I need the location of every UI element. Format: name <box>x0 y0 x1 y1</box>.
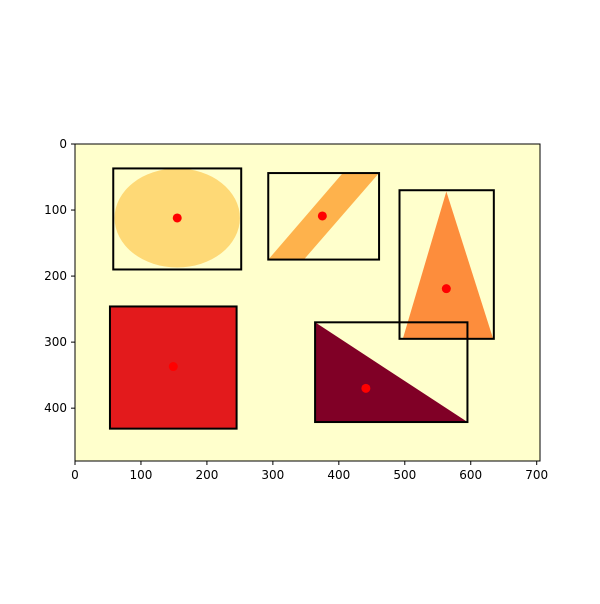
x-tick-label-200: 200 <box>195 468 218 482</box>
x-tick-label-400: 400 <box>327 468 350 482</box>
x-tick-label-300: 300 <box>261 468 284 482</box>
y-tick-label-100: 100 <box>44 203 67 217</box>
y-tick-label-0: 0 <box>59 137 67 151</box>
bbox-4 <box>314 321 469 424</box>
center-point-4 <box>361 383 371 393</box>
axes-frame <box>74 143 541 462</box>
y-tick-label-300: 300 <box>44 335 67 349</box>
x-tick-label-500: 500 <box>393 468 416 482</box>
center-point-3 <box>168 362 178 372</box>
bbox-1 <box>267 172 381 261</box>
x-tick-label-600: 600 <box>459 468 482 482</box>
center-point-0 <box>172 213 182 223</box>
center-point-2 <box>441 284 451 294</box>
bbox-0 <box>112 167 243 271</box>
x-tick-label-700: 700 <box>525 468 548 482</box>
x-tick-label-100: 100 <box>130 468 153 482</box>
y-tick-label-200: 200 <box>44 269 67 283</box>
bbox-3 <box>108 305 238 430</box>
center-point-1 <box>317 211 327 221</box>
y-axis-ticks: 0 100 200 300 400 <box>44 137 75 415</box>
shape-right-triangle-4 <box>315 322 468 423</box>
bbox-2 <box>398 189 495 340</box>
y-tick-label-400: 400 <box>44 401 67 415</box>
bounding-boxes-layer <box>108 167 495 430</box>
centers-layer <box>168 211 451 393</box>
shape-triangle-2 <box>402 191 494 339</box>
x-axis-ticks: 0 100 200 300 400 500 600 700 <box>71 461 548 482</box>
x-tick-label-0: 0 <box>71 468 79 482</box>
axes-frame-layer <box>74 143 541 462</box>
